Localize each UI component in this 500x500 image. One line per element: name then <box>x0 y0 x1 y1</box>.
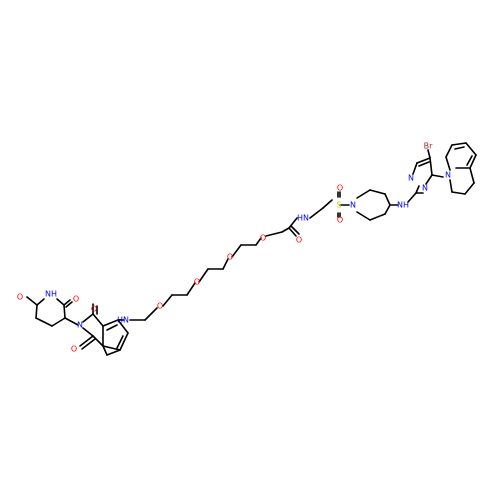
bond <box>119 332 129 351</box>
carbonyl-oxygen-label: O <box>71 345 77 354</box>
bond <box>290 225 300 235</box>
bond <box>81 338 96 350</box>
bond <box>288 227 297 237</box>
bond <box>288 217 298 229</box>
amide-oxygen-label: O <box>296 236 302 245</box>
imide-nitrogen-label: N <box>77 321 83 330</box>
bond <box>92 335 104 347</box>
piperidine-nitrogen-label: N <box>350 201 356 210</box>
ether-oxygen-label: O <box>227 253 233 262</box>
bond <box>465 142 477 156</box>
bond <box>102 345 108 356</box>
bromine-label: Br <box>424 142 433 151</box>
bond <box>82 327 94 337</box>
bond <box>162 294 173 307</box>
bond <box>445 144 453 158</box>
bond <box>255 237 262 246</box>
bond <box>65 301 73 308</box>
bond <box>106 349 121 356</box>
bond <box>384 204 391 215</box>
bond <box>369 213 386 221</box>
bond <box>102 319 119 327</box>
bond <box>418 161 430 167</box>
bond <box>356 189 371 199</box>
bond <box>64 317 79 326</box>
pyrimidine-nitrogen-label: N <box>408 174 414 183</box>
bond <box>117 319 129 334</box>
bond <box>431 174 444 178</box>
bond <box>407 192 417 203</box>
bond <box>416 157 431 164</box>
bond <box>106 324 118 331</box>
bond <box>36 298 45 306</box>
ether-oxygen-label: O <box>260 234 266 243</box>
bond <box>92 313 104 327</box>
carbonyl-oxygen-label: O <box>73 295 79 304</box>
bond <box>451 191 466 195</box>
bond <box>309 207 324 219</box>
bond <box>464 182 475 195</box>
bond <box>466 155 473 166</box>
bond <box>63 299 71 306</box>
sulfonyl-oxygen-label: O <box>337 216 343 225</box>
bond <box>35 317 53 327</box>
bond <box>356 211 371 221</box>
bond <box>415 185 420 194</box>
ether-oxygen-label: O <box>194 278 200 287</box>
bond <box>63 304 66 319</box>
sulfonyl-oxygen-label: O <box>337 184 343 193</box>
bond <box>26 296 38 306</box>
bond <box>454 146 465 150</box>
carbonyl-oxygen-label: O <box>91 305 97 314</box>
sulfur-label: S <box>336 201 341 210</box>
bond <box>116 335 124 349</box>
bond <box>82 313 94 323</box>
bond <box>231 244 242 258</box>
bond <box>449 179 453 193</box>
bond <box>322 199 333 209</box>
bond <box>281 227 290 233</box>
bond <box>79 335 94 347</box>
amide-hn-label: HN <box>297 214 309 223</box>
imide-nh-label: NH <box>45 290 57 299</box>
bond <box>369 189 386 195</box>
bond <box>451 142 467 146</box>
bond <box>425 174 433 185</box>
bond <box>222 258 229 270</box>
quinoline-nitrogen-label: N <box>445 171 451 180</box>
bond <box>265 231 283 237</box>
bond <box>445 156 451 171</box>
amine-nh-label: NH <box>397 201 409 210</box>
pyrimidine-nitrogen-label: N <box>422 184 428 193</box>
bond <box>198 268 209 283</box>
bond <box>56 298 65 306</box>
bond <box>186 282 196 296</box>
carbonyl-oxygen-label: O <box>17 293 23 302</box>
bond <box>102 345 121 351</box>
bond <box>35 304 38 319</box>
bond <box>384 193 391 206</box>
bond <box>469 167 475 184</box>
bond <box>429 157 433 176</box>
bond <box>412 162 418 175</box>
bond <box>427 149 431 159</box>
bond <box>144 307 158 321</box>
bond <box>469 154 477 169</box>
bond <box>51 317 66 327</box>
ether-oxygen-label: O <box>157 302 163 311</box>
amine-hn-label: HN <box>117 316 129 325</box>
